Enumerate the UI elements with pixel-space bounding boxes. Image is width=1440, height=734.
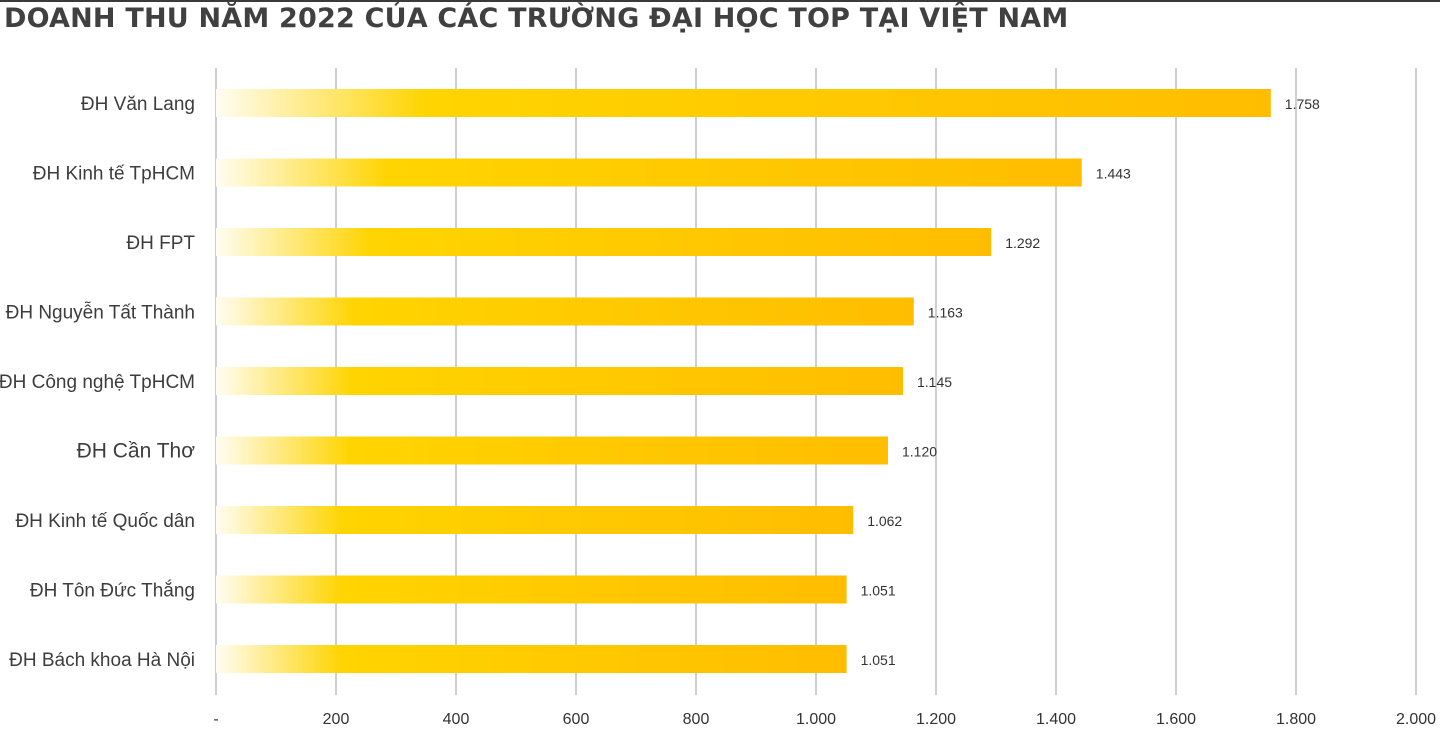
x-tick-label: 200 bbox=[323, 711, 350, 728]
bar bbox=[216, 297, 914, 326]
labels: - 200 400 600 800 1.000 1.200 1.400 1.600 1.800 2.… bbox=[0, 94, 1436, 728]
bar bbox=[216, 89, 1271, 117]
bar bbox=[216, 506, 854, 534]
category-label: ĐH Kinh tế TpHCM bbox=[33, 164, 195, 185]
category-label: ĐH Tôn Đức Thắng bbox=[30, 580, 195, 602]
bar bbox=[216, 645, 847, 673]
chart-title: DOANH THU NĂM 2022 CỦA CÁC TRƯỜNG ĐẠI HỌ… bbox=[4, 3, 1069, 34]
x-tick-label: 800 bbox=[683, 711, 710, 728]
top-border-rule bbox=[0, 0, 1440, 2]
data-label: 1.163 bbox=[928, 305, 963, 321]
category-label: ĐH Công nghệ TpHCM bbox=[0, 372, 195, 393]
x-tick-label: 1.800 bbox=[1276, 711, 1316, 728]
data-label: 1.051 bbox=[861, 652, 896, 668]
data-label: 1.145 bbox=[917, 374, 952, 390]
category-label: ĐH Kinh tế Quốc dân bbox=[15, 511, 195, 532]
x-tick-label: 400 bbox=[443, 711, 470, 728]
data-label: 1.120 bbox=[902, 444, 937, 460]
category-label: ĐH Cần Thơ bbox=[77, 440, 196, 463]
x-tick-label: 1.600 bbox=[1156, 711, 1196, 728]
bar bbox=[216, 228, 992, 256]
category-label: ĐH Nguyễn Tất Thành bbox=[6, 302, 195, 324]
x-tick-label: 1.200 bbox=[916, 711, 956, 728]
x-tick-label: 1.000 bbox=[796, 711, 836, 728]
data-label: 1.443 bbox=[1096, 166, 1131, 182]
category-label: ĐH FPT bbox=[126, 233, 195, 254]
bar bbox=[216, 158, 1082, 187]
bars bbox=[216, 89, 1271, 673]
bar bbox=[216, 575, 847, 604]
x-tick-label: 2.000 bbox=[1396, 711, 1436, 728]
data-label: 1.292 bbox=[1005, 235, 1040, 251]
bar bbox=[216, 367, 903, 395]
category-label: ĐH Văn Lang bbox=[81, 94, 195, 115]
x-tick-label: 1.400 bbox=[1036, 711, 1076, 728]
x-tick-label: - bbox=[213, 711, 218, 728]
data-label: 1.051 bbox=[861, 583, 896, 599]
category-label: ĐH Bách khoa Hà Nội bbox=[9, 650, 195, 671]
data-label: 1.062 bbox=[867, 513, 902, 529]
bar bbox=[216, 436, 888, 465]
data-label: 1.758 bbox=[1285, 96, 1320, 112]
x-tick-label: 600 bbox=[563, 711, 590, 728]
